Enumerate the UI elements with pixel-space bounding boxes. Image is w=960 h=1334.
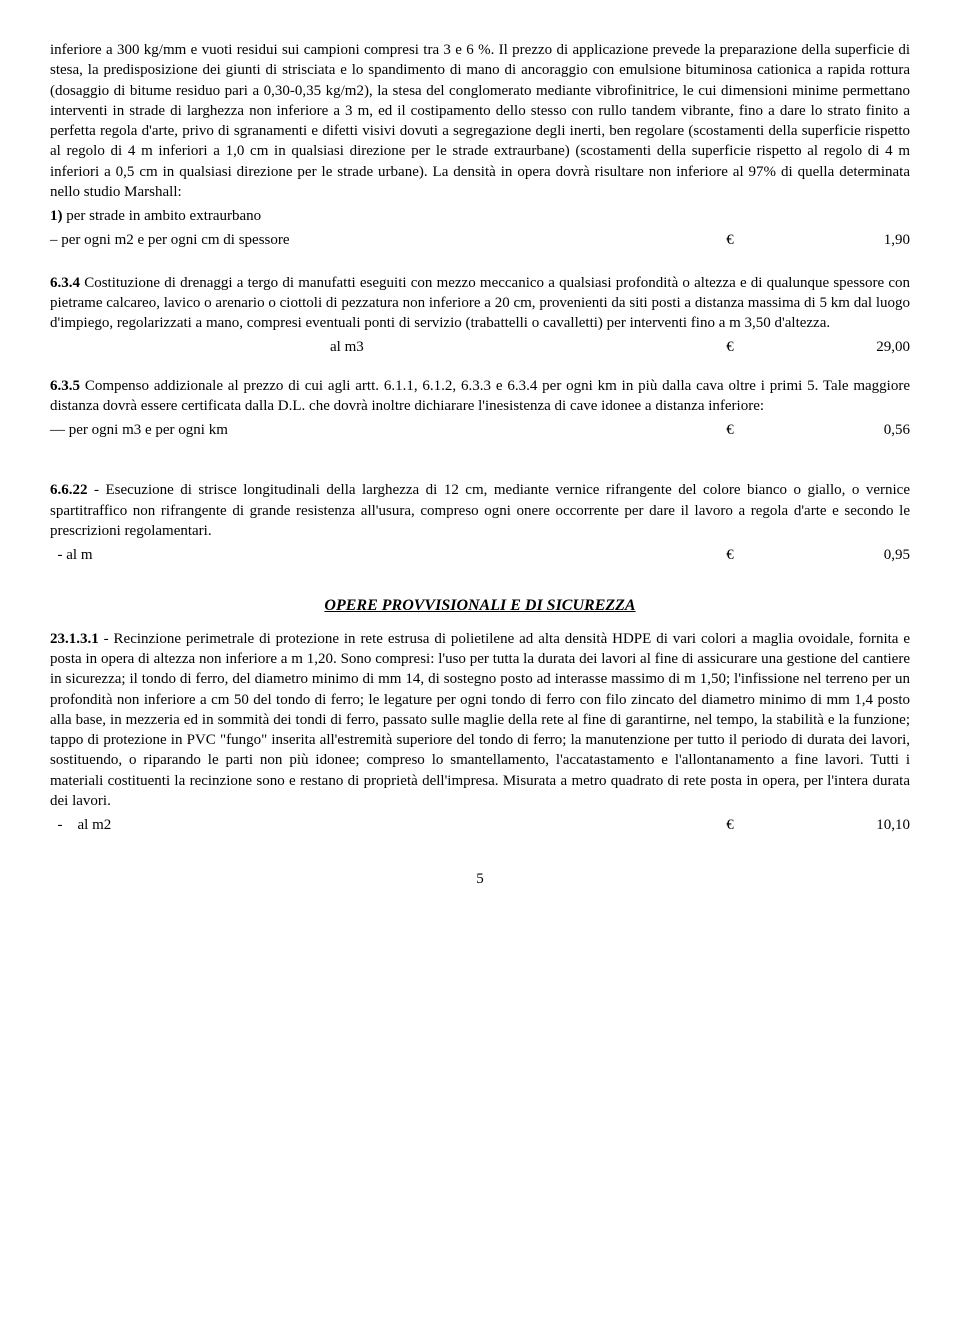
code-635: 6.3.5 — [50, 378, 80, 394]
price-row-1: – per ogni m2 e per ogni cm di spessore … — [50, 230, 910, 250]
price-row-6622: - al m € 0,95 — [50, 545, 910, 565]
item-1-number: 1) — [50, 208, 63, 224]
price-val-634: 29,00 — [830, 337, 910, 357]
price-label-634: al m3 — [330, 337, 630, 357]
price-label-6622: - al m — [50, 545, 630, 565]
section-title-opere: OPERE PROVVISIONALI E DI SICUREZZA — [50, 595, 910, 617]
para-634: 6.3.4 Costituzione di drenaggi a tergo d… — [50, 273, 910, 334]
price-label-23131: - al m2 — [50, 815, 630, 835]
code-634: 6.3.4 — [50, 275, 80, 291]
price-row-23131: - al m2 € 10,10 — [50, 815, 910, 835]
price-val-635: 0,56 — [830, 420, 910, 440]
price-eur-1: € — [630, 230, 830, 250]
text-635: Compenso addizionale al prezzo di cui ag… — [50, 378, 910, 414]
item-1-rest: per strade in ambito extraurbano — [63, 208, 262, 224]
price-eur-23131: € — [630, 815, 830, 835]
text-6622: - Esecuzione di strisce longitudinali de… — [50, 482, 910, 539]
price-val-6622: 0,95 — [830, 545, 910, 565]
price-row-634: al m3 € 29,00 — [50, 337, 910, 357]
page-number: 5 — [50, 869, 910, 889]
price-val-23131: 10,10 — [830, 815, 910, 835]
para-635: 6.3.5 Compenso addizionale al prezzo di … — [50, 376, 910, 417]
price-eur-6622: € — [630, 545, 830, 565]
price-eur-634: € — [630, 337, 830, 357]
price-val-1: 1,90 — [830, 230, 910, 250]
para-6622: 6.6.22 - Esecuzione di strisce longitudi… — [50, 480, 910, 541]
price-label-1: – per ogni m2 e per ogni cm di spessore — [50, 230, 630, 250]
price-label-635: — per ogni m3 e per ogni km — [50, 420, 630, 440]
para-23131: 23.1.3.1 - Recinzione perimetrale di pro… — [50, 629, 910, 811]
price-eur-635: € — [630, 420, 830, 440]
price-row-635: — per ogni m3 e per ogni km € 0,56 — [50, 420, 910, 440]
text-23131: - Recinzione perimetrale di protezione i… — [50, 631, 910, 809]
code-6622: 6.6.22 — [50, 482, 88, 498]
para-line-1: 1) per strade in ambito extraurbano — [50, 206, 910, 226]
text-634: Costituzione di drenaggi a tergo di manu… — [50, 275, 910, 332]
code-23131: 23.1.3.1 — [50, 631, 99, 647]
para-initial: inferiore a 300 kg/mm e vuoti residui su… — [50, 40, 910, 202]
